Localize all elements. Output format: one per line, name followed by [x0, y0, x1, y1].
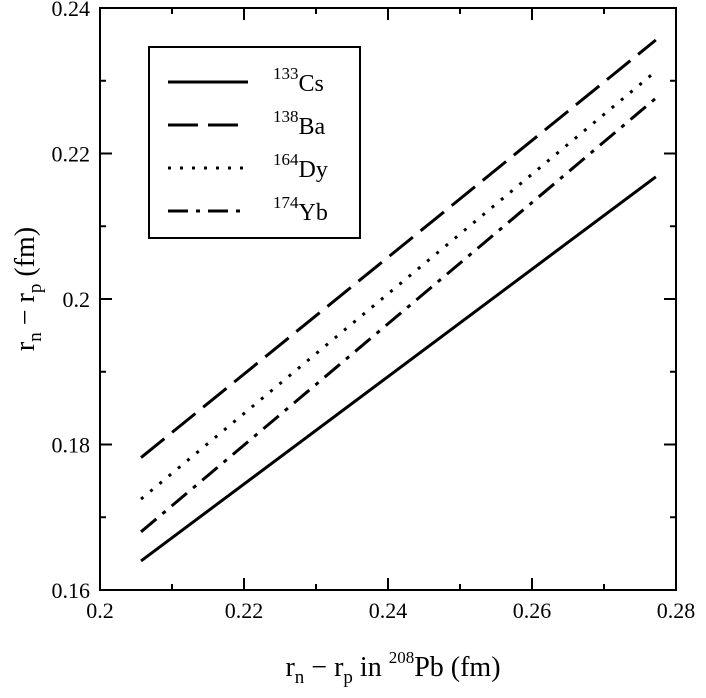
y-tick-label: 0.22 — [52, 142, 91, 167]
x-axis-title: rn − rp in 208Pb (fm) — [285, 648, 500, 688]
series-line-cs — [140, 175, 657, 563]
y-title-minus-r: − r — [10, 292, 41, 332]
y-tick-label: 0.18 — [52, 433, 91, 458]
x-title-in: in — [353, 652, 389, 683]
legend-sup: 133 — [273, 64, 299, 83]
series-line-ba — [140, 38, 657, 459]
x-tick-label: 0.2 — [86, 598, 114, 623]
x-title-sub-p: p — [343, 667, 353, 688]
legend-label-dy: 164Dy — [273, 150, 328, 183]
legend-name: Ba — [299, 114, 326, 140]
x-title-sub-n: n — [295, 667, 305, 688]
y-tick-label: 0.16 — [52, 578, 91, 603]
x-title-sup-208: 208 — [389, 648, 415, 667]
x-tick-label: 0.24 — [369, 598, 408, 623]
legend-name: Cs — [299, 71, 324, 97]
y-title-sub-n: n — [25, 332, 46, 342]
legend-label-ba: 138Ba — [273, 107, 326, 140]
legend-name: Dy — [299, 157, 328, 183]
legend-label-yb: 174Yb — [273, 193, 328, 226]
legend-sup: 164 — [273, 150, 299, 169]
legend-name: Yb — [299, 200, 328, 226]
y-title-fm: (fm) — [10, 227, 41, 284]
y-tick-label: 0.24 — [52, 0, 91, 21]
legend-box — [148, 46, 361, 239]
ticks-layer: 0.2 0.22 0.24 0.26 0.28 0.16 0.18 0.2 0.22 0.24 — [52, 0, 696, 623]
y-axis-title: rn − rp (fm) — [10, 227, 46, 351]
x-tick-label: 0.26 — [513, 598, 552, 623]
x-title-minus-r: − r — [304, 652, 344, 683]
series-line-yb — [140, 97, 657, 533]
legend-sup: 138 — [273, 107, 299, 126]
x-tick-label: 0.28 — [657, 598, 696, 623]
x-title-r: r — [285, 652, 295, 683]
legend-label-cs: 133Cs — [273, 64, 324, 97]
y-title-sub-p: p — [25, 284, 46, 294]
legend-sup: 174 — [273, 193, 299, 212]
x-title-pb-fm: Pb (fm) — [414, 652, 500, 683]
series-layer — [140, 38, 657, 563]
y-title-r: r — [10, 341, 41, 351]
y-tick-label: 0.2 — [63, 287, 91, 312]
x-tick-label: 0.22 — [225, 598, 264, 623]
